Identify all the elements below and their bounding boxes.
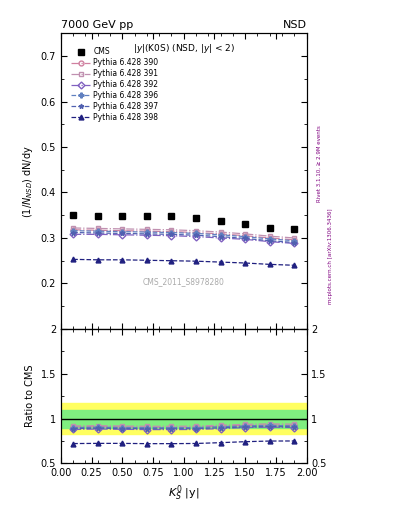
Pythia 6.428 396	[292, 238, 297, 244]
Line: Pythia 6.428 397: Pythia 6.428 397	[71, 230, 297, 245]
Line: CMS: CMS	[70, 211, 298, 232]
Pythia 6.428 392	[218, 235, 223, 241]
Pythia 6.428 396	[120, 228, 125, 234]
Pythia 6.428 398	[95, 257, 100, 263]
Pythia 6.428 392	[267, 239, 272, 245]
Pythia 6.428 390	[169, 228, 174, 234]
CMS	[71, 211, 75, 218]
X-axis label: $K^0_S$ |y|: $K^0_S$ |y|	[168, 484, 199, 503]
Pythia 6.428 396	[71, 228, 75, 234]
Pythia 6.428 391	[95, 225, 100, 231]
Y-axis label: Ratio to CMS: Ratio to CMS	[25, 365, 35, 428]
Pythia 6.428 398	[194, 258, 198, 264]
Pythia 6.428 397	[267, 238, 272, 244]
Text: $|y|$(K0S) (NSD, $|y|$ < 2): $|y|$(K0S) (NSD, $|y|$ < 2)	[132, 42, 235, 55]
Pythia 6.428 391	[243, 231, 248, 237]
Pythia 6.428 396	[95, 228, 100, 234]
Pythia 6.428 397	[120, 230, 125, 237]
Line: Pythia 6.428 390: Pythia 6.428 390	[71, 227, 297, 242]
Pythia 6.428 392	[145, 232, 149, 238]
Pythia 6.428 397	[243, 236, 248, 242]
Pythia 6.428 392	[292, 240, 297, 246]
Pythia 6.428 392	[243, 236, 248, 242]
Pythia 6.428 391	[218, 229, 223, 235]
Pythia 6.428 396	[169, 229, 174, 236]
Pythia 6.428 397	[71, 229, 75, 236]
Pythia 6.428 398	[120, 257, 125, 263]
Bar	[61, 410, 307, 428]
CMS	[218, 218, 223, 224]
Line: Pythia 6.428 398: Pythia 6.428 398	[71, 257, 297, 268]
Pythia 6.428 390	[267, 235, 272, 241]
Legend: CMS, Pythia 6.428 390, Pythia 6.428 391, Pythia 6.428 392, Pythia 6.428 396, Pyt: CMS, Pythia 6.428 390, Pythia 6.428 391,…	[70, 46, 160, 123]
Pythia 6.428 390	[145, 228, 149, 234]
CMS	[145, 212, 149, 219]
Pythia 6.428 398	[169, 258, 174, 264]
Pythia 6.428 396	[194, 230, 198, 237]
Pythia 6.428 398	[145, 257, 149, 263]
Pythia 6.428 397	[218, 233, 223, 240]
CMS	[243, 221, 248, 227]
Pythia 6.428 392	[169, 232, 174, 239]
CMS	[169, 213, 174, 219]
CMS	[194, 215, 198, 221]
Pythia 6.428 391	[120, 226, 125, 232]
Pythia 6.428 397	[145, 231, 149, 237]
Pythia 6.428 397	[95, 230, 100, 236]
Pythia 6.428 398	[243, 260, 248, 266]
Pythia 6.428 398	[71, 257, 75, 263]
CMS	[292, 226, 297, 232]
Pythia 6.428 391	[292, 235, 297, 241]
Pythia 6.428 392	[95, 231, 100, 238]
Text: 7000 GeV pp: 7000 GeV pp	[61, 20, 133, 30]
Pythia 6.428 390	[120, 228, 125, 234]
Pythia 6.428 398	[218, 259, 223, 265]
Pythia 6.428 391	[267, 233, 272, 239]
Text: mcplots.cern.ch [arXiv:1306.3436]: mcplots.cern.ch [arXiv:1306.3436]	[328, 208, 333, 304]
CMS	[267, 224, 272, 230]
Pythia 6.428 392	[194, 233, 198, 240]
Pythia 6.428 396	[243, 233, 248, 240]
CMS	[120, 212, 125, 219]
Bar	[61, 403, 307, 434]
Pythia 6.428 396	[145, 229, 149, 235]
Pythia 6.428 391	[71, 225, 75, 231]
Line: Pythia 6.428 392: Pythia 6.428 392	[71, 232, 297, 246]
Pythia 6.428 390	[95, 227, 100, 233]
Pythia 6.428 390	[243, 232, 248, 239]
Text: NSD: NSD	[283, 20, 307, 30]
Pythia 6.428 390	[292, 237, 297, 243]
Pythia 6.428 391	[194, 228, 198, 234]
Pythia 6.428 397	[169, 231, 174, 238]
Pythia 6.428 398	[267, 261, 272, 267]
Y-axis label: $(1/N_{NSD})$ dN/dy: $(1/N_{NSD})$ dN/dy	[21, 145, 35, 218]
Pythia 6.428 391	[169, 227, 174, 233]
Pythia 6.428 397	[292, 240, 297, 246]
Line: Pythia 6.428 396: Pythia 6.428 396	[71, 228, 297, 243]
Pythia 6.428 396	[267, 236, 272, 242]
Text: Rivet 3.1.10, ≥ 2.9M events: Rivet 3.1.10, ≥ 2.9M events	[316, 125, 321, 202]
Pythia 6.428 392	[71, 231, 75, 238]
Pythia 6.428 397	[194, 232, 198, 238]
Pythia 6.428 396	[218, 232, 223, 238]
Pythia 6.428 390	[194, 229, 198, 236]
Pythia 6.428 392	[120, 232, 125, 238]
CMS	[95, 212, 100, 219]
Pythia 6.428 391	[145, 226, 149, 232]
Pythia 6.428 390	[71, 227, 75, 233]
Pythia 6.428 398	[292, 262, 297, 268]
Text: CMS_2011_S8978280: CMS_2011_S8978280	[143, 277, 225, 286]
Line: Pythia 6.428 391: Pythia 6.428 391	[71, 226, 297, 241]
Pythia 6.428 390	[218, 231, 223, 237]
